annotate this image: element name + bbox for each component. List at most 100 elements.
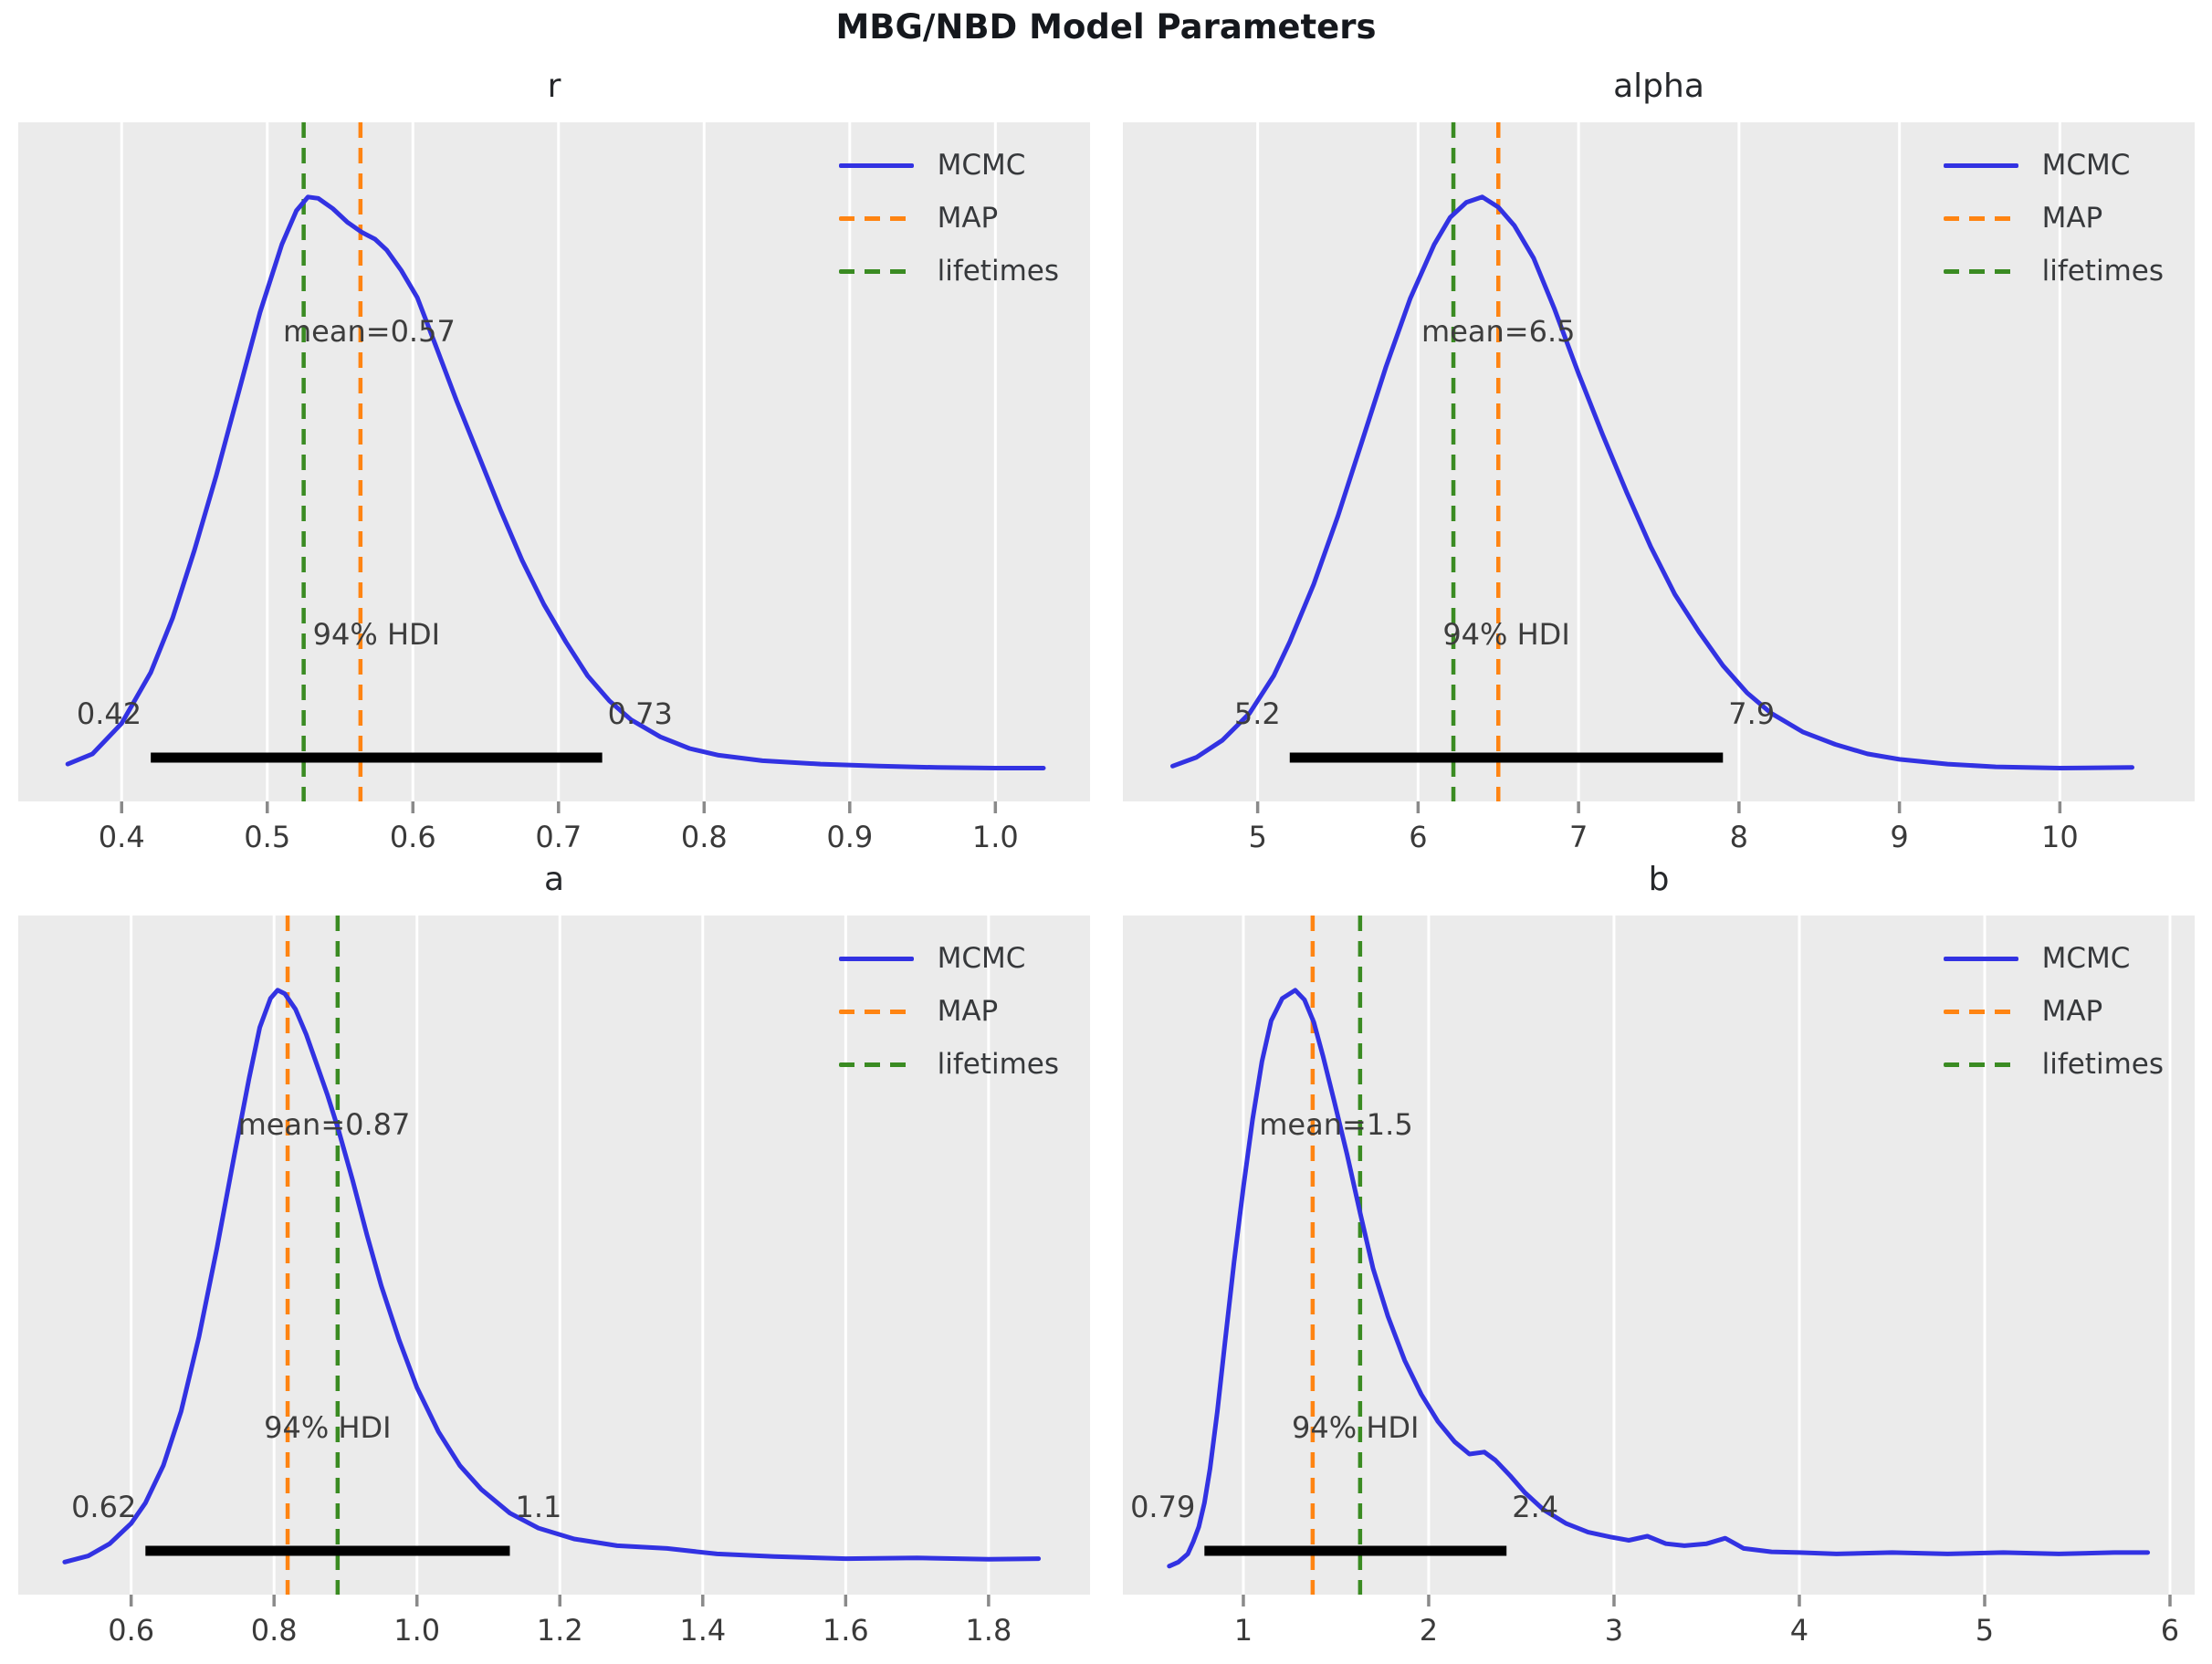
mean-annotation: mean=6.5 xyxy=(1421,314,1576,350)
hdi-hi-value: 0.73 xyxy=(607,696,673,732)
x-tick-label: 0.4 xyxy=(98,820,145,854)
x-tick-label: 4 xyxy=(1789,1613,1809,1648)
legend-label: MCMC xyxy=(937,942,1026,975)
legend-dashed-line-sample xyxy=(838,268,914,274)
legend-item-lifetimes: lifetimes xyxy=(838,1045,1059,1083)
legend-dashed-line-sample xyxy=(1943,215,2018,221)
legend-item-lifetimes: lifetimes xyxy=(1943,1045,2164,1083)
x-tick-label: 5 xyxy=(1975,1613,1995,1648)
subplot-r: r 0.4 0.5 0.6 0.7 0.8 0.9 1.0 mean=0.57 94% HDI 0… xyxy=(18,68,1090,854)
legend-dashed-line-sample xyxy=(1943,268,2018,274)
legend-solid-line-sample xyxy=(1943,956,2018,961)
plot-background xyxy=(18,122,1090,801)
plot-area xyxy=(18,122,1090,813)
plot-area xyxy=(1123,916,2195,1606)
subplot-title-r: r xyxy=(547,68,561,105)
legend-label: MCMC xyxy=(937,149,1026,182)
x-tick-label: 0.8 xyxy=(250,1613,298,1648)
legend: MCMC MAP lifetimes xyxy=(1943,939,2164,1083)
x-tick-label: 8 xyxy=(1729,820,1749,854)
x-tick-label: 1.6 xyxy=(822,1613,869,1648)
legend-dashed-line-sample xyxy=(1943,1062,2018,1067)
legend-label: MAP xyxy=(937,995,999,1028)
legend-label: lifetimes xyxy=(2041,255,2164,288)
legend-item-map: MAP xyxy=(838,992,1059,1031)
legend-item-lifetimes: lifetimes xyxy=(1943,252,2164,290)
legend-label: MAP xyxy=(937,202,999,235)
legend-item-mcmc: MCMC xyxy=(838,146,1059,184)
subplot-alpha: alpha 5 6 7 8 9 10 mean=6.5 94% HDI 5.2 7.9 MCMC MA… xyxy=(1123,68,2195,854)
x-tick-label: 2 xyxy=(1419,1613,1439,1648)
legend-dashed-line-sample xyxy=(838,1009,914,1014)
legend-dashed-line-sample xyxy=(838,215,914,221)
hdi-lo-value: 0.62 xyxy=(71,1490,137,1525)
mcmc-kde-curve xyxy=(1170,194,2134,770)
legend-label: lifetimes xyxy=(2041,1048,2164,1081)
x-tick-label: 10 xyxy=(2041,820,2079,854)
hdi-annotation: 94% HDI xyxy=(1292,1409,1420,1445)
subplot-title-a: a xyxy=(543,861,565,898)
x-tick-label: 0.8 xyxy=(680,820,728,854)
x-tick-label: 7 xyxy=(1568,820,1588,854)
hdi-hi-value: 7.9 xyxy=(1728,696,1776,732)
x-tick-label: 1.2 xyxy=(536,1613,583,1648)
x-tick-label: 9 xyxy=(1890,820,1909,854)
legend-solid-line-sample xyxy=(838,162,914,168)
x-tick-label: 0.7 xyxy=(535,820,582,854)
plot-background xyxy=(18,916,1090,1595)
x-tick-label: 6 xyxy=(2160,1613,2180,1648)
legend-label: lifetimes xyxy=(937,255,1059,288)
x-tick-label: 3 xyxy=(1604,1613,1624,1648)
mean-annotation: mean=0.87 xyxy=(237,1107,411,1143)
legend-solid-line-sample xyxy=(1943,162,2018,168)
x-tick-label: 6 xyxy=(1409,820,1428,854)
mean-annotation: mean=1.5 xyxy=(1259,1107,1413,1143)
x-tick-label: 1.0 xyxy=(971,820,1019,854)
legend-label: MAP xyxy=(2041,202,2103,235)
x-tick-label: 1.4 xyxy=(679,1613,727,1648)
legend: MCMC MAP lifetimes xyxy=(838,939,1059,1083)
legend-item-map: MAP xyxy=(1943,992,2164,1031)
subplot-a: a 0.6 0.8 1.0 1.2 1.4 1.6 1.8 mean=0.87 94% HDI 0… xyxy=(18,861,1090,1648)
hdi-hi-value: 2.4 xyxy=(1512,1490,1559,1525)
mean-annotation: mean=0.57 xyxy=(283,314,456,350)
plot-area xyxy=(1123,122,2195,813)
hdi-annotation: 94% HDI xyxy=(312,616,441,652)
hdi-lo-value: 0.42 xyxy=(76,696,142,732)
plot-area xyxy=(18,916,1090,1606)
hdi-lo-value: 0.79 xyxy=(1130,1490,1196,1525)
subplot-title-b: b xyxy=(1648,861,1670,898)
figure-title: MBG/NBD Model Parameters xyxy=(835,7,1377,47)
legend-item-mcmc: MCMC xyxy=(1943,146,2164,184)
legend-item-mcmc: MCMC xyxy=(1943,939,2164,978)
subplot-b: b 1 2 3 4 5 6 mean=1.5 94% HDI 0.79 2.4 MCMC MAP lif… xyxy=(1123,861,2195,1648)
legend-solid-line-sample xyxy=(838,956,914,961)
hdi-annotation: 94% HDI xyxy=(264,1409,392,1445)
legend-label: MCMC xyxy=(2041,942,2131,975)
legend: MCMC MAP lifetimes xyxy=(838,146,1059,290)
plot-background xyxy=(1123,916,2195,1595)
mcmc-kde-curve xyxy=(65,194,1046,770)
mcmc-kde-curve xyxy=(1167,988,2151,1569)
legend-label: MAP xyxy=(2041,995,2103,1028)
subplot-title-alpha: alpha xyxy=(1613,68,1704,105)
x-tick-label: 1.0 xyxy=(393,1613,441,1648)
hdi-annotation: 94% HDI xyxy=(1442,616,1570,652)
legend-dashed-line-sample xyxy=(838,1062,914,1067)
mcmc-kde-curve xyxy=(62,988,1042,1565)
x-tick-label: 0.6 xyxy=(389,820,436,854)
legend: MCMC MAP lifetimes xyxy=(1943,146,2164,290)
x-tick-label: 1 xyxy=(1233,1613,1253,1648)
x-tick-label: 0.6 xyxy=(108,1613,155,1648)
legend-item-lifetimes: lifetimes xyxy=(838,252,1059,290)
legend-item-mcmc: MCMC xyxy=(838,939,1059,978)
hdi-lo-value: 5.2 xyxy=(1233,696,1281,732)
x-tick-label: 0.5 xyxy=(244,820,291,854)
plot-background xyxy=(1123,122,2195,801)
legend-dashed-line-sample xyxy=(1943,1009,2018,1014)
legend-label: MCMC xyxy=(2041,149,2131,182)
hdi-hi-value: 1.1 xyxy=(515,1490,562,1525)
legend-item-map: MAP xyxy=(1943,199,2164,237)
x-tick-label: 0.9 xyxy=(826,820,874,854)
